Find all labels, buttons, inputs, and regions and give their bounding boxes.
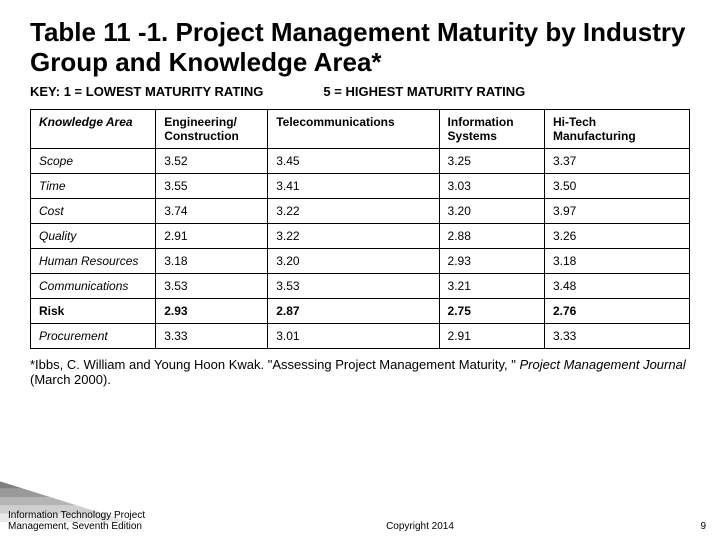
cell-value: 3.18 [156, 248, 268, 273]
rating-key: KEY: 1 = LOWEST MATURITY RATING 5 = HIGH… [30, 84, 690, 99]
cell-value: 3.20 [439, 198, 544, 223]
cell-value: 3.52 [156, 148, 268, 173]
citation: *Ibbs, C. William and Young Hoon Kwak. "… [30, 357, 690, 388]
cell-value: 3.53 [268, 273, 439, 298]
cell-value: 3.25 [439, 148, 544, 173]
cell-value: 3.48 [544, 273, 689, 298]
key-high: 5 = HIGHEST MATURITY RATING [323, 84, 525, 99]
cell-value: 3.50 [544, 173, 689, 198]
table-row: Procurement3.333.012.913.33 [31, 323, 690, 348]
row-label: Scope [31, 148, 156, 173]
cell-value: 3.18 [544, 248, 689, 273]
cell-value: 3.53 [156, 273, 268, 298]
cell-value: 3.33 [544, 323, 689, 348]
cell-value: 3.41 [268, 173, 439, 198]
cell-value: 3.22 [268, 223, 439, 248]
table-body: Scope3.523.453.253.37Time3.553.413.033.5… [31, 148, 690, 348]
citation-suffix: (March 2000). [30, 372, 111, 387]
col-engineering: Engineering/ Construction [156, 109, 268, 148]
col-info-systems: Information Systems [439, 109, 544, 148]
cell-value: 2.93 [156, 298, 268, 323]
row-label: Cost [31, 198, 156, 223]
table-header-row: Knowledge Area Engineering/ Construction… [31, 109, 690, 148]
cell-value: 3.26 [544, 223, 689, 248]
cell-value: 3.55 [156, 173, 268, 198]
cell-value: 2.75 [439, 298, 544, 323]
cell-value: 3.37 [544, 148, 689, 173]
table-row: Risk2.932.872.752.76 [31, 298, 690, 323]
key-low: KEY: 1 = LOWEST MATURITY RATING [30, 84, 263, 99]
cell-value: 2.93 [439, 248, 544, 273]
row-label: Time [31, 173, 156, 198]
row-label: Communications [31, 273, 156, 298]
cell-value: 3.74 [156, 198, 268, 223]
cell-value: 2.88 [439, 223, 544, 248]
row-label: Human Resources [31, 248, 156, 273]
table-row: Communications3.533.533.213.48 [31, 273, 690, 298]
cell-value: 2.87 [268, 298, 439, 323]
cell-value: 2.91 [156, 223, 268, 248]
table-row: Scope3.523.453.253.37 [31, 148, 690, 173]
table-row: Cost3.743.223.203.97 [31, 198, 690, 223]
cell-value: 3.45 [268, 148, 439, 173]
cell-value: 3.22 [268, 198, 439, 223]
cell-value: 2.91 [439, 323, 544, 348]
slide-title: Table 11 -1. Project Management Maturity… [30, 18, 690, 78]
cell-value: 3.03 [439, 173, 544, 198]
cell-value: 3.21 [439, 273, 544, 298]
cell-value: 3.01 [268, 323, 439, 348]
slide-number: 9 [700, 521, 706, 532]
row-label: Procurement [31, 323, 156, 348]
col-hitech: Hi-Tech Manufacturing [544, 109, 689, 148]
row-label: Quality [31, 223, 156, 248]
footer-left-line1: Information Technology Project [8, 510, 145, 521]
footer-copyright: Copyright 2014 [0, 521, 720, 532]
cell-value: 3.97 [544, 198, 689, 223]
cell-value: 2.76 [544, 298, 689, 323]
row-label: Risk [31, 298, 156, 323]
citation-journal: Project Management Journal [520, 357, 686, 372]
table-row: Quality2.913.222.883.26 [31, 223, 690, 248]
table-row: Human Resources3.183.202.933.18 [31, 248, 690, 273]
table-row: Time3.553.413.033.50 [31, 173, 690, 198]
col-telecom: Telecommunications [268, 109, 439, 148]
cell-value: 3.20 [268, 248, 439, 273]
slide-content: Table 11 -1. Project Management Maturity… [0, 0, 720, 388]
maturity-table: Knowledge Area Engineering/ Construction… [30, 109, 690, 349]
cell-value: 3.33 [156, 323, 268, 348]
citation-prefix: *Ibbs, C. William and Young Hoon Kwak. "… [30, 357, 520, 372]
col-knowledge-area: Knowledge Area [31, 109, 156, 148]
